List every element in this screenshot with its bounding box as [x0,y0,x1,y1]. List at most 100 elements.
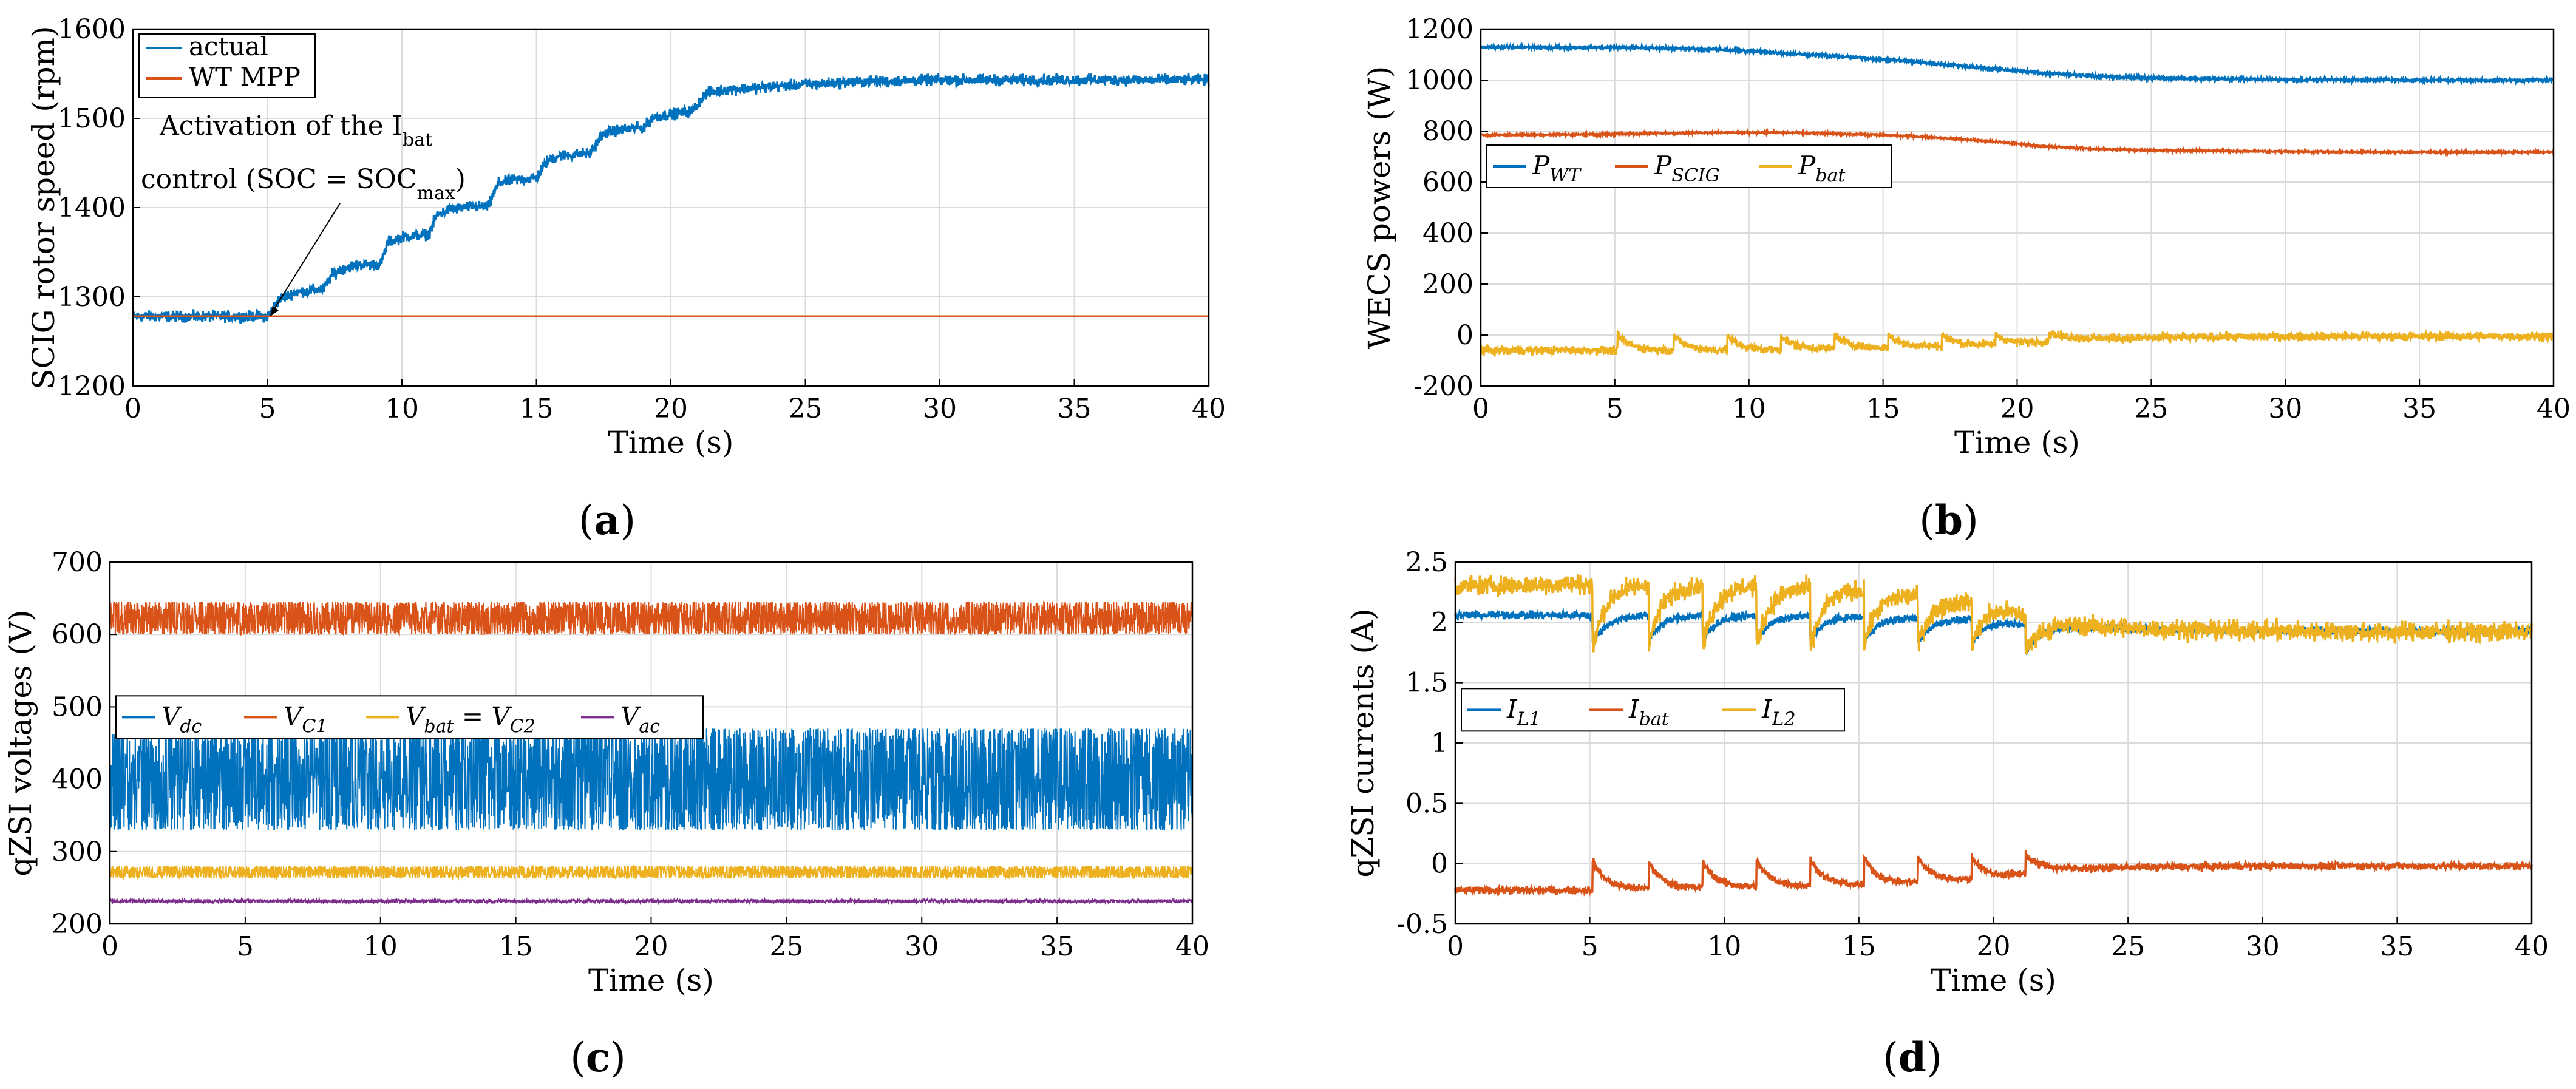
series-P_WT [1480,41,2555,86]
x-tick-label: 15 [499,931,533,962]
legend: Vdc VC1 Vbat = VC2 Vac [115,695,704,739]
y-tick-label: 500 [52,691,103,722]
series-V_C1 [109,600,1193,637]
y-tick-label: 1300 [58,282,126,313]
y-tick-label: 600 [52,619,103,650]
x-axis-label: Time (s) [1954,425,2080,460]
plot-frame [109,561,1194,925]
x-tick-label: 15 [1866,393,1900,424]
y-tick-label: -0.5 [1396,909,1448,940]
legend-entry: Vdc [161,701,202,737]
x-tick-label: 10 [385,393,419,424]
panel-caption: (a) [579,497,636,544]
panel-caption: (c) [570,1034,626,1081]
x-tick-label: 20 [1977,931,2011,962]
x-tick-label: 35 [1058,393,1092,424]
x-tick-label: 30 [905,931,939,962]
x-tick-label: 0 [101,931,118,962]
x-tick-label: 5 [1582,931,1599,962]
x-tick-label: 30 [2268,393,2302,424]
y-tick-label: 0 [1456,320,1473,351]
legend-entry: Ibat [1628,694,1670,730]
x-tick-label: 30 [923,393,957,424]
x-tick-label: 10 [364,931,398,962]
y-tick-label: 1000 [1405,65,1473,96]
y-tick-label: 800 [1422,116,1473,147]
x-tick-label: 0 [124,393,141,424]
x-tick-label: 35 [1040,931,1074,962]
panel-c: 0 5 10 15 20 25 30 35 40 200 300 400 500 600 700 Time (… [3,547,1209,1081]
series-I_bat [1454,849,2533,897]
x-axis-label: Time (s) [588,963,714,998]
y-tick-label: 200 [52,909,103,940]
y-tick-label: 400 [1422,218,1473,249]
x-tick-label: 10 [1732,393,1766,424]
annotation-line1: Activation of the Ibat [159,110,432,151]
panel-caption: (b) [1919,497,1979,544]
x-tick-label: 10 [1707,931,1741,962]
y-axis-label: qZSI currents (A) [1345,608,1381,877]
y-tick-label: 300 [52,836,103,867]
plot-frame [1454,561,2533,925]
x-tick-label: 25 [2111,931,2145,962]
legend-entry: Vbat = VC2 [406,701,535,737]
x-tick-label: 20 [2000,393,2034,424]
y-tick-label: 1500 [58,103,126,134]
series-V_dc [109,727,1193,831]
legend-entry: WT MPP [189,62,301,92]
y-tick-label: 1400 [58,192,126,223]
series-I_L2 [1454,574,2533,655]
series-V_bat [109,864,1193,881]
x-tick-label: 40 [2537,393,2571,424]
x-tick-label: 25 [2134,393,2168,424]
y-tick-label: 1600 [58,14,126,45]
x-axis-label: Time (s) [1931,963,2056,998]
annotation-line2: control (SOC = SOCmax) [141,164,466,204]
legend-entry: IL2 [1761,694,1796,730]
legend-entry: PWT [1532,151,1582,186]
x-tick-label: 20 [654,393,688,424]
legend-entry: VC1 [284,701,327,737]
series-P_bat [1480,328,2555,358]
y-tick-label: 200 [1422,269,1473,300]
series-P_SCIG [1480,127,2555,157]
y-axis-label: WECS powers (W) [1362,66,1397,350]
x-tick-label: 5 [259,393,276,424]
y-tick-label: 400 [52,764,103,795]
x-tick-label: 40 [1192,393,1226,424]
x-tick-label: 5 [1606,393,1623,424]
series-actual [132,72,1210,325]
y-tick-label: 2.5 [1405,547,1448,578]
series-V_ac [109,897,1193,906]
annotation-arrowhead [270,305,279,317]
x-tick-label: 5 [237,931,254,962]
x-axis-label: Time (s) [608,425,734,460]
y-axis-label: qZSI voltages (V) [3,609,38,876]
x-tick-label: 40 [2515,931,2549,962]
y-tick-label: 700 [52,547,103,578]
y-tick-label: 2 [1431,607,1448,638]
plot-frame [132,28,1210,387]
legend: IL1 Ibat IL2 [1461,688,1845,732]
x-tick-label: 25 [789,393,823,424]
y-tick-label: 1200 [58,371,126,402]
plot-frame [1480,28,2555,387]
x-tick-label: 15 [520,393,554,424]
panel-a: 0 5 10 15 20 25 30 35 40 1200 1300 1400 1500 1600 Time… [26,14,1226,544]
legend-entry: actual [189,32,268,61]
legend-entry: Pbat [1798,151,1846,186]
x-tick-label: 0 [1472,393,1489,424]
y-tick-label: 1 [1431,728,1448,759]
legend-entry: PSCIG [1654,151,1720,186]
y-tick-label: 600 [1422,167,1473,198]
panel-b: 0 5 10 15 20 25 30 35 40-20002004006008001000120… [1362,14,2571,544]
x-tick-label: 35 [2402,393,2436,424]
x-tick-label: 0 [1447,931,1464,962]
y-tick-label: 0 [1431,849,1448,880]
annotation-arrow [272,203,341,312]
y-tick-label: 0.5 [1405,788,1448,819]
y-axis-label: SCIG rotor speed (rpm) [26,25,61,389]
